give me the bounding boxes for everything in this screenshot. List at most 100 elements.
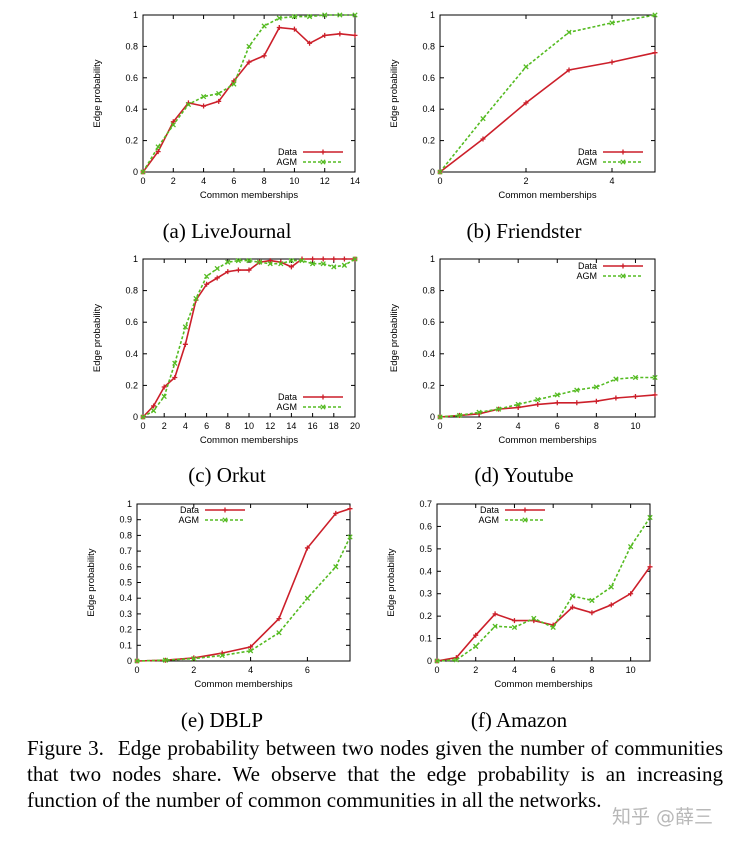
data-point-agm (437, 414, 443, 420)
x-tick-label: 6 (555, 421, 560, 431)
data-point-data (161, 384, 167, 390)
data-point-agm (331, 264, 337, 270)
data-point-agm (531, 615, 537, 622)
y-tick-label: 0.4 (419, 566, 432, 576)
data-point-data (246, 59, 252, 65)
data-point-data (352, 32, 358, 38)
data-point-agm (632, 374, 639, 381)
y-tick-label: 0.7 (419, 499, 432, 509)
y-tick-label: 1 (133, 254, 138, 264)
x-tick-label: 6 (551, 665, 556, 675)
data-point-data (535, 401, 541, 407)
plot-frame (439, 14, 656, 173)
y-tick-label: 0.4 (119, 593, 132, 603)
data-point-agm (320, 261, 326, 267)
x-tick-label: 0 (140, 176, 145, 186)
y-tick-label: 0.3 (119, 609, 132, 619)
y-tick-label: 0 (127, 656, 132, 666)
data-point-agm (322, 12, 328, 18)
chart-d: 0 2 4 6 8 10 0 0.2 0.4 0.6 0.8 1 Common memberships E… (389, 254, 658, 446)
data-point-agm (341, 262, 348, 268)
subcaption-orkut: (c) Orkut (188, 463, 266, 487)
data-point-data (608, 602, 614, 608)
y-axis-label: Edge probability (92, 304, 103, 372)
x-axis-label: Common memberships (498, 190, 596, 201)
chart-c: 0 2 4 6 8 10 12 14 16 18 20 0 0.2 0.4 0.6 0.8 1 Common me… (92, 254, 360, 446)
data-point-data (492, 611, 498, 617)
chart-b: 0 2 4 0 0.2 0.4 0.6 0.8 1 Common memberships Edge … (389, 10, 658, 201)
data-point-data (261, 53, 267, 59)
series-line-agm (439, 14, 656, 173)
data-point-agm (278, 261, 284, 267)
data-point-agm (523, 64, 529, 70)
series-line-data (436, 566, 651, 662)
plot-frame (436, 503, 651, 662)
y-tick-label: 0 (430, 167, 435, 177)
data-point-agm (347, 534, 353, 540)
data-point-data (291, 26, 297, 32)
x-tick-label: 6 (204, 421, 209, 431)
data-point-data (331, 256, 337, 262)
x-tick-label: 0 (140, 421, 145, 431)
data-point-data (613, 395, 619, 401)
data-point-data (172, 375, 178, 380)
legend-marker-data (320, 394, 326, 400)
data-point-agm (256, 259, 263, 265)
data-point-agm (161, 393, 167, 400)
x-tick-label: 16 (308, 421, 318, 431)
y-tick-label: 0.6 (119, 562, 132, 572)
x-axis-label: Common memberships (194, 679, 292, 690)
data-point-agm (566, 29, 572, 35)
data-point-agm (434, 658, 440, 664)
y-tick-label: 0.7 (119, 546, 132, 556)
y-tick-label: 1 (133, 10, 138, 20)
y-tick-label: 0.1 (119, 640, 132, 650)
data-point-data (214, 275, 220, 281)
data-point-data (515, 405, 521, 411)
data-point-data (216, 98, 222, 104)
legend-marker-data (522, 507, 528, 513)
y-tick-label: 0.4 (125, 104, 138, 114)
x-tick-label: 14 (350, 176, 360, 186)
legend-marker-data (222, 507, 228, 513)
data-point-agm (652, 374, 658, 381)
y-tick-label: 0.8 (422, 286, 435, 296)
legend-marker-agm (320, 159, 326, 165)
legend-marker-data (320, 149, 326, 155)
data-point-data (473, 632, 479, 638)
y-axis-label: Edge probability (389, 304, 400, 372)
x-tick-label: 18 (329, 421, 339, 431)
data-point-data (307, 40, 313, 46)
data-point-agm (306, 13, 313, 20)
data-point-data (337, 31, 343, 37)
legend-marker-data (620, 263, 626, 269)
data-point-data (570, 604, 576, 610)
data-point-data (201, 103, 207, 109)
x-tick-label: 4 (516, 421, 521, 431)
x-tick-label: 12 (265, 421, 275, 431)
data-point-agm (182, 324, 189, 330)
x-tick-label: 14 (286, 421, 296, 431)
x-tick-label: 2 (473, 665, 478, 675)
subcaption-friendster: (b) Friendster (466, 219, 582, 243)
subcaption-amazon: (f) Amazon (470, 708, 568, 732)
series-line-data (439, 394, 656, 418)
y-tick-label: 0.8 (125, 286, 138, 296)
data-point-data (225, 269, 231, 275)
data-point-agm (140, 169, 146, 175)
chart-f: 0 2 4 6 8 10 0 0.1 0.2 0.3 0.4 0.5 0.6 0.7 Common memb… (386, 499, 653, 690)
data-point-agm (219, 652, 225, 659)
y-tick-label: 0.2 (422, 136, 435, 146)
y-tick-label: 0.2 (419, 611, 432, 621)
data-point-data (511, 618, 517, 624)
y-tick-label: 0.6 (419, 521, 432, 531)
series-line-data (142, 258, 355, 418)
x-axis-label: Common memberships (200, 435, 298, 446)
legend-label-data: Data (180, 505, 199, 515)
data-point-agm (291, 13, 298, 20)
data-point-agm (267, 261, 273, 267)
legend-marker-agm (522, 517, 528, 523)
y-tick-label: 0 (133, 412, 138, 422)
data-point-agm (593, 384, 600, 390)
data-point-agm (299, 257, 305, 264)
